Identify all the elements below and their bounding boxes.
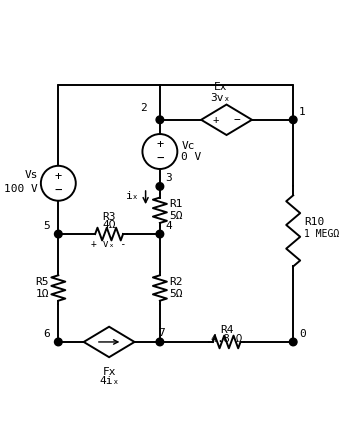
- Circle shape: [55, 230, 62, 238]
- Text: Vc: Vc: [181, 141, 195, 151]
- Circle shape: [156, 230, 164, 238]
- Text: Fx: Fx: [102, 367, 116, 377]
- Text: R10: R10: [304, 217, 325, 227]
- Text: + vₓ -: + vₓ -: [91, 239, 127, 249]
- Text: 7: 7: [158, 328, 165, 338]
- Text: 6: 6: [43, 329, 50, 339]
- Circle shape: [156, 338, 164, 346]
- Text: 4Ω: 4Ω: [102, 220, 116, 230]
- Text: 100 V: 100 V: [4, 184, 38, 194]
- Text: Ex: Ex: [214, 82, 227, 92]
- Text: 0: 0: [299, 329, 306, 339]
- Text: 0 V: 0 V: [181, 152, 202, 162]
- Text: 5Ω: 5Ω: [169, 211, 183, 221]
- Text: 2: 2: [140, 104, 147, 114]
- Text: −: −: [234, 115, 240, 125]
- Text: iₓ: iₓ: [126, 191, 140, 201]
- Text: 1 MEGΩ: 1 MEGΩ: [304, 229, 339, 239]
- Text: 3: 3: [166, 173, 172, 183]
- Text: Vs: Vs: [24, 170, 38, 180]
- Circle shape: [156, 116, 164, 123]
- Text: R4: R4: [220, 325, 233, 335]
- Text: 1: 1: [299, 107, 306, 117]
- Text: 5Ω: 5Ω: [169, 289, 183, 299]
- Text: +: +: [213, 115, 219, 125]
- Text: R2: R2: [169, 276, 183, 287]
- Text: 4: 4: [166, 221, 172, 231]
- Text: 4iₓ: 4iₓ: [99, 375, 119, 386]
- Circle shape: [289, 338, 297, 346]
- Text: +: +: [156, 138, 164, 151]
- Text: +: +: [55, 170, 62, 183]
- Text: 1Ω: 1Ω: [35, 289, 49, 299]
- Text: R1: R1: [169, 199, 183, 209]
- Text: −: −: [55, 184, 62, 197]
- Text: −: −: [156, 152, 164, 165]
- Circle shape: [289, 116, 297, 123]
- Text: R3: R3: [102, 212, 116, 221]
- Circle shape: [156, 183, 164, 190]
- Text: 4.8 Ω: 4.8 Ω: [211, 334, 242, 344]
- Circle shape: [55, 338, 62, 346]
- Text: R5: R5: [35, 276, 49, 287]
- Text: 3vₓ: 3vₓ: [210, 92, 230, 103]
- Text: 5: 5: [43, 221, 50, 231]
